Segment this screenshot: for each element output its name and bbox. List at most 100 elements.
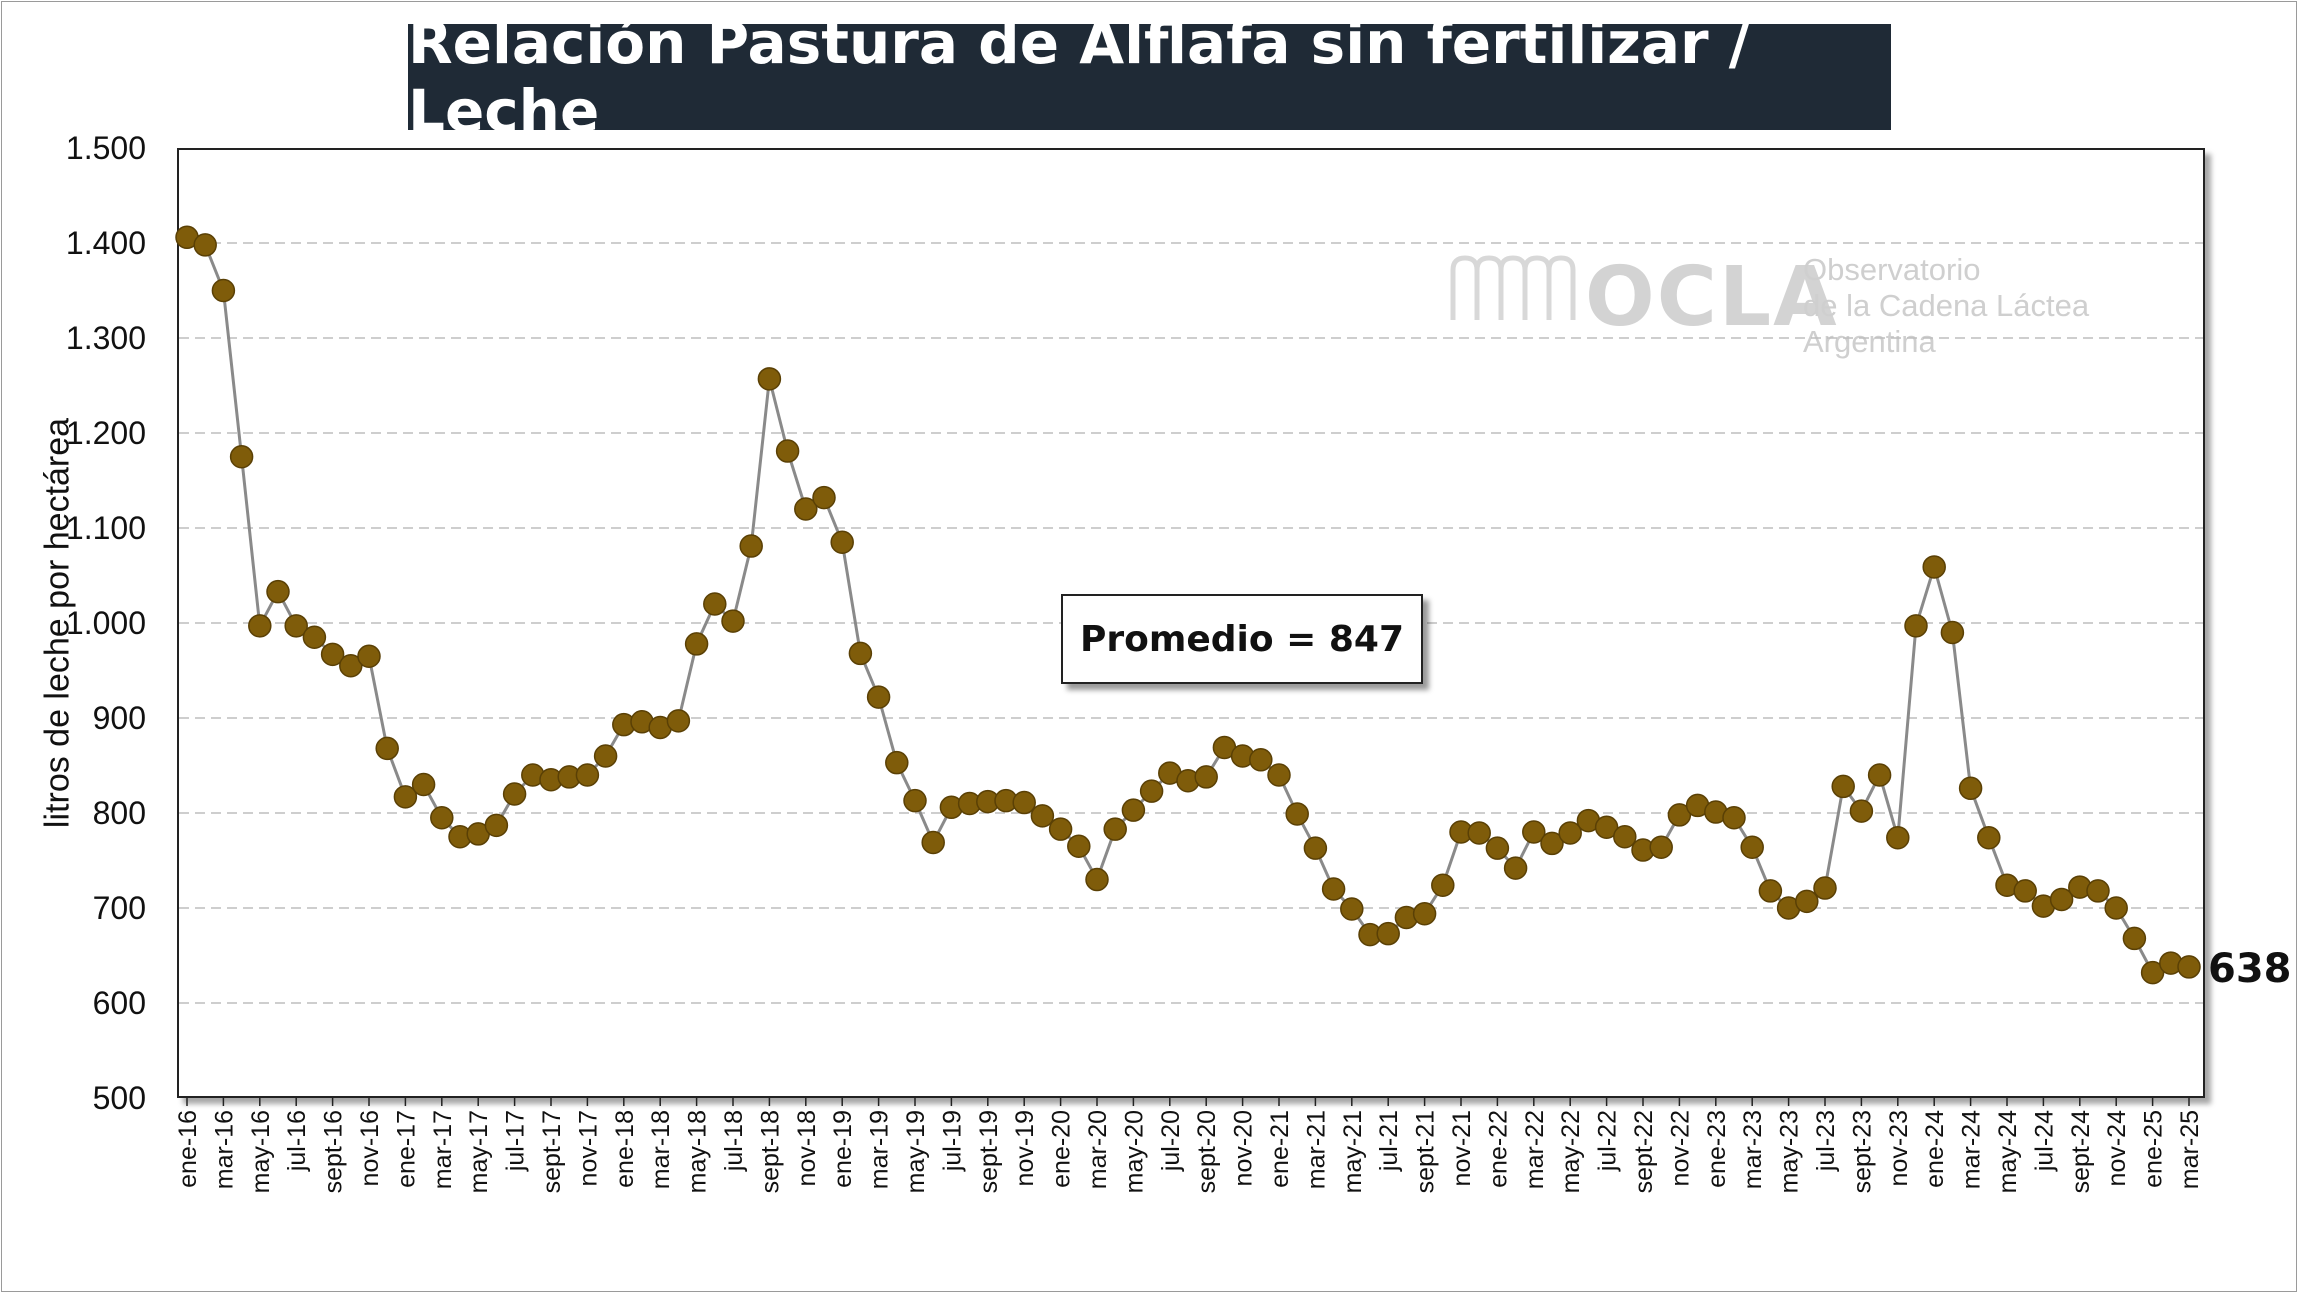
x-tick-label: may-19: [902, 1110, 930, 1193]
y-tick-label: 1.400: [66, 225, 146, 261]
x-tick-label: sept-23: [1848, 1110, 1876, 1193]
x-tick-label: sept-20: [1193, 1110, 1221, 1193]
x-tick-label: sept-24: [2067, 1110, 2095, 1193]
data-point: [739, 534, 763, 558]
data-point: [1849, 799, 1874, 823]
data-point: [411, 772, 436, 797]
y-tick-label: 1.000: [66, 605, 146, 641]
x-tick-label: mar-22: [1521, 1110, 1549, 1189]
data-point: [2049, 887, 2074, 912]
x-tick-label: sept-18: [756, 1110, 784, 1193]
x-tick-label: mar-24: [1958, 1110, 1986, 1189]
data-point: [575, 763, 600, 787]
data-point: [375, 736, 399, 761]
x-tick-label: nov-16: [356, 1110, 384, 1186]
data-point: [1485, 836, 1510, 860]
x-tick-label: mar-19: [866, 1110, 894, 1189]
y-tick-labels: 500 600 700 800 900 1.000 1.100 1.200 1.300 1.400…: [66, 130, 146, 1116]
x-tick-label: jul-16: [283, 1110, 311, 1172]
data-point: [266, 579, 290, 604]
data-point: [684, 632, 709, 656]
data-point: [1103, 817, 1127, 841]
average-annotation: Promedio = 847: [1061, 594, 1423, 684]
x-tick-label: may-24: [1994, 1110, 2022, 1193]
x-tick-label: jul-18: [720, 1110, 748, 1172]
data-point: [721, 609, 745, 633]
x-tick-label: ene-18: [611, 1110, 639, 1188]
x-tick-label: may-23: [1776, 1110, 1804, 1193]
x-tick-label: nov-22: [1666, 1110, 1694, 1186]
data-point: [866, 685, 891, 709]
data-point: [2086, 879, 2110, 903]
x-tick-label: mar-21: [1302, 1110, 1330, 1189]
data-point: [1267, 763, 1291, 787]
x-tick-label: jul-22: [1594, 1110, 1622, 1172]
data-point: [1303, 836, 1328, 860]
data-point: [1503, 856, 1528, 880]
data-point: [320, 642, 345, 667]
x-tick-label: sept-16: [320, 1110, 348, 1193]
data-point: [812, 485, 836, 510]
x-tick-label: nov-19: [1011, 1110, 1039, 1186]
data-point: [2013, 879, 2037, 903]
data-point: [1922, 555, 1946, 579]
data-point: [484, 813, 509, 838]
data-point: [1431, 873, 1455, 897]
x-tick-label: jul-24: [2030, 1110, 2058, 1172]
x-tick-label: may-17: [465, 1110, 493, 1193]
data-point: [1012, 790, 1036, 815]
data-point: [1030, 804, 1055, 828]
x-tick-label: mar-16: [210, 1110, 238, 1189]
data-point: [703, 592, 727, 616]
data-point: [666, 709, 691, 733]
y-axis-label: litros de leche por hectárea: [38, 417, 77, 829]
x-tick-label: may-18: [684, 1110, 712, 1193]
x-tick-label: ene-17: [392, 1110, 420, 1188]
x-tick-label: may-20: [1120, 1110, 1148, 1193]
logo-line-3: Argentina: [1803, 324, 1936, 359]
x-tick-label: ene-20: [1048, 1110, 1076, 1188]
x-tick-label: mar-23: [1739, 1110, 1767, 1189]
data-point: [1412, 901, 1437, 926]
data-point: [1831, 774, 1855, 799]
data-point: [393, 785, 418, 809]
data-point: [1321, 877, 1346, 901]
x-tick-label: nov-18: [793, 1110, 821, 1186]
logo-line-1: Observatorio: [1803, 252, 1981, 287]
data-point: [1139, 779, 1164, 803]
data-point: [830, 530, 854, 554]
data-point: [1467, 821, 1491, 845]
logo-wave-icon: [1450, 255, 1576, 320]
x-tick-label: jul-23: [1812, 1110, 1840, 1172]
data-point: [1667, 803, 1692, 827]
data-point: [1085, 867, 1109, 892]
x-tick-label: ene-19: [829, 1110, 857, 1188]
x-tick-label: nov-23: [1885, 1110, 1913, 1186]
data-point: [229, 445, 254, 469]
data-point: [1194, 765, 1218, 789]
x-tick-label: mar-17: [429, 1110, 457, 1189]
y-tick-label: 1.300: [66, 320, 146, 356]
x-tick-label: nov-21: [1448, 1110, 1476, 1186]
data-point: [1958, 776, 1983, 801]
data-point: [2122, 926, 2147, 951]
data-point: [593, 744, 618, 768]
data-point: [1067, 834, 1091, 858]
data-point: [1795, 889, 1819, 914]
data-point: [357, 644, 381, 668]
data-point: [1722, 806, 1746, 830]
x-tick-label: may-16: [247, 1110, 275, 1193]
data-point: [757, 367, 782, 391]
data-point: [502, 782, 527, 806]
x-tick-label: jul-17: [502, 1110, 530, 1172]
data-point: [1522, 820, 1546, 844]
logo-name: OCLA: [1585, 250, 1839, 345]
x-tick-label: sept-19: [975, 1110, 1003, 1193]
data-point: [284, 614, 308, 638]
data-point: [2177, 955, 2201, 979]
data-point: [775, 439, 800, 463]
y-tick-label: 800: [93, 795, 146, 831]
data-point: [1558, 821, 1582, 845]
